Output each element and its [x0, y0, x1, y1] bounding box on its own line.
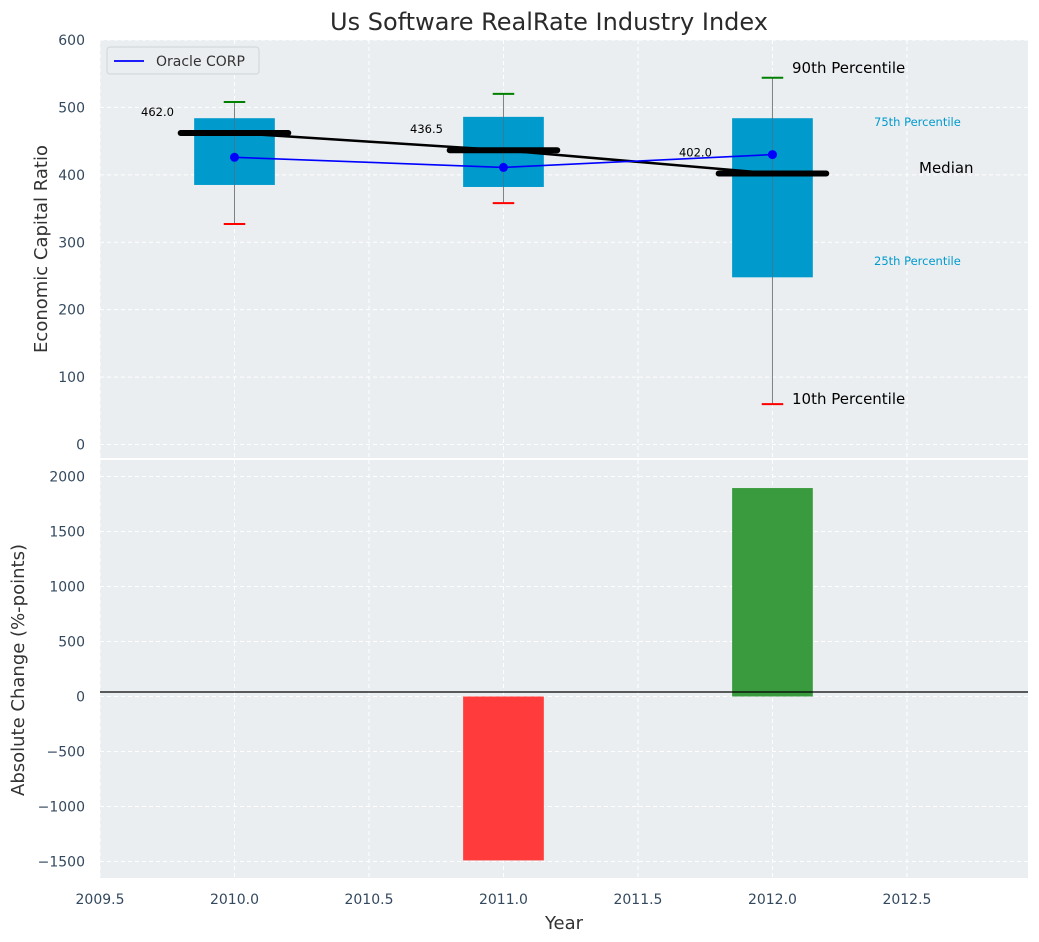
- positive-change-bar: [732, 488, 813, 697]
- x-tick-label: 2012.5: [882, 892, 931, 908]
- x-tick-label: 2011.0: [479, 892, 528, 908]
- bottom-y-tick-label: −1500: [38, 855, 85, 871]
- median-value-label: 462.0: [141, 105, 174, 119]
- x-tick-label: 2009.5: [76, 892, 125, 908]
- bottom-y-axis-label: Absolute Change (%-points): [8, 544, 29, 796]
- x-tick-label: 2010.5: [344, 892, 393, 908]
- x-tick-label: 2011.5: [613, 892, 662, 908]
- x-tick-labels: 2009.5 2010.0 2010.5 2011.0 2011.5 2012.0 2012…: [76, 892, 932, 908]
- bottom-y-tick-label: 1500: [49, 525, 85, 541]
- p75-annotation: 75th Percentile: [874, 115, 961, 129]
- bottom-gridlines: [99, 460, 1028, 878]
- top-y-tick-label: 300: [58, 235, 85, 251]
- p25-annotation: 25th Percentile: [874, 254, 961, 268]
- bottom-y-tick-label: 500: [58, 635, 85, 651]
- series-point: [229, 152, 239, 162]
- top-y-tick-label: 500: [58, 100, 85, 116]
- top-y-tick-label: 0: [76, 438, 85, 454]
- p90-annotation: 90th Percentile: [792, 59, 905, 77]
- bottom-y-tick-label: 1000: [49, 580, 85, 596]
- company-series: [229, 150, 777, 172]
- bottom-panel: 2000 1500 1000 500 0 −500 −1000 −1500 2009.5 201…: [8, 460, 1028, 934]
- median-trend: [234, 131, 773, 175]
- x-axis-label: Year: [544, 913, 584, 934]
- p10-annotation: 10th Percentile: [792, 390, 905, 408]
- bottom-y-tick-label: 0: [76, 690, 85, 706]
- top-y-tick-label: 600: [58, 33, 85, 49]
- median-value-label: 436.5: [410, 122, 443, 136]
- legend: Oracle CORP: [106, 46, 260, 75]
- x-tick-label: 2010.0: [210, 892, 259, 908]
- top-y-tick-label: 200: [58, 303, 85, 319]
- legend-box: [106, 46, 260, 75]
- top-panel: 0 100 200 300 400 500 600 462.0 436.5 402.0 90th…: [31, 33, 1028, 458]
- bottom-plot-background: [100, 460, 1028, 878]
- bottom-y-tick-label: 2000: [49, 470, 85, 486]
- median-trend-line: [234, 131, 773, 175]
- bottom-y-tick-labels: 2000 1500 1000 500 0 −500 −1000 −1500: [38, 470, 85, 871]
- series-point: [767, 150, 777, 160]
- x-tick-label: 2012.0: [748, 892, 797, 908]
- median-annotation: Median: [919, 159, 974, 177]
- top-gridlines: [99, 39, 1028, 458]
- chart-title: Us Software RealRate Industry Index: [330, 8, 768, 36]
- top-y-axis-label: Economic Capital Ratio: [31, 145, 52, 353]
- top-y-tick-label: 100: [58, 370, 85, 386]
- percentile-annotations: 90th Percentile 75th Percentile Median 2…: [792, 59, 974, 408]
- bottom-y-tick-label: −1000: [38, 800, 85, 816]
- top-y-tick-label: 400: [58, 168, 85, 184]
- top-plot-background: [100, 40, 1028, 458]
- series-point: [498, 162, 508, 172]
- change-bars: [463, 488, 813, 861]
- top-y-tick-labels: 0 100 200 300 400 500 600: [58, 33, 85, 454]
- bottom-y-tick-label: −500: [47, 745, 85, 761]
- median-value-label: 402.0: [679, 145, 712, 159]
- legend-label: Oracle CORP: [156, 54, 245, 70]
- negative-change-bar: [463, 696, 544, 861]
- box-plots: 462.0 436.5 402.0: [141, 76, 830, 406]
